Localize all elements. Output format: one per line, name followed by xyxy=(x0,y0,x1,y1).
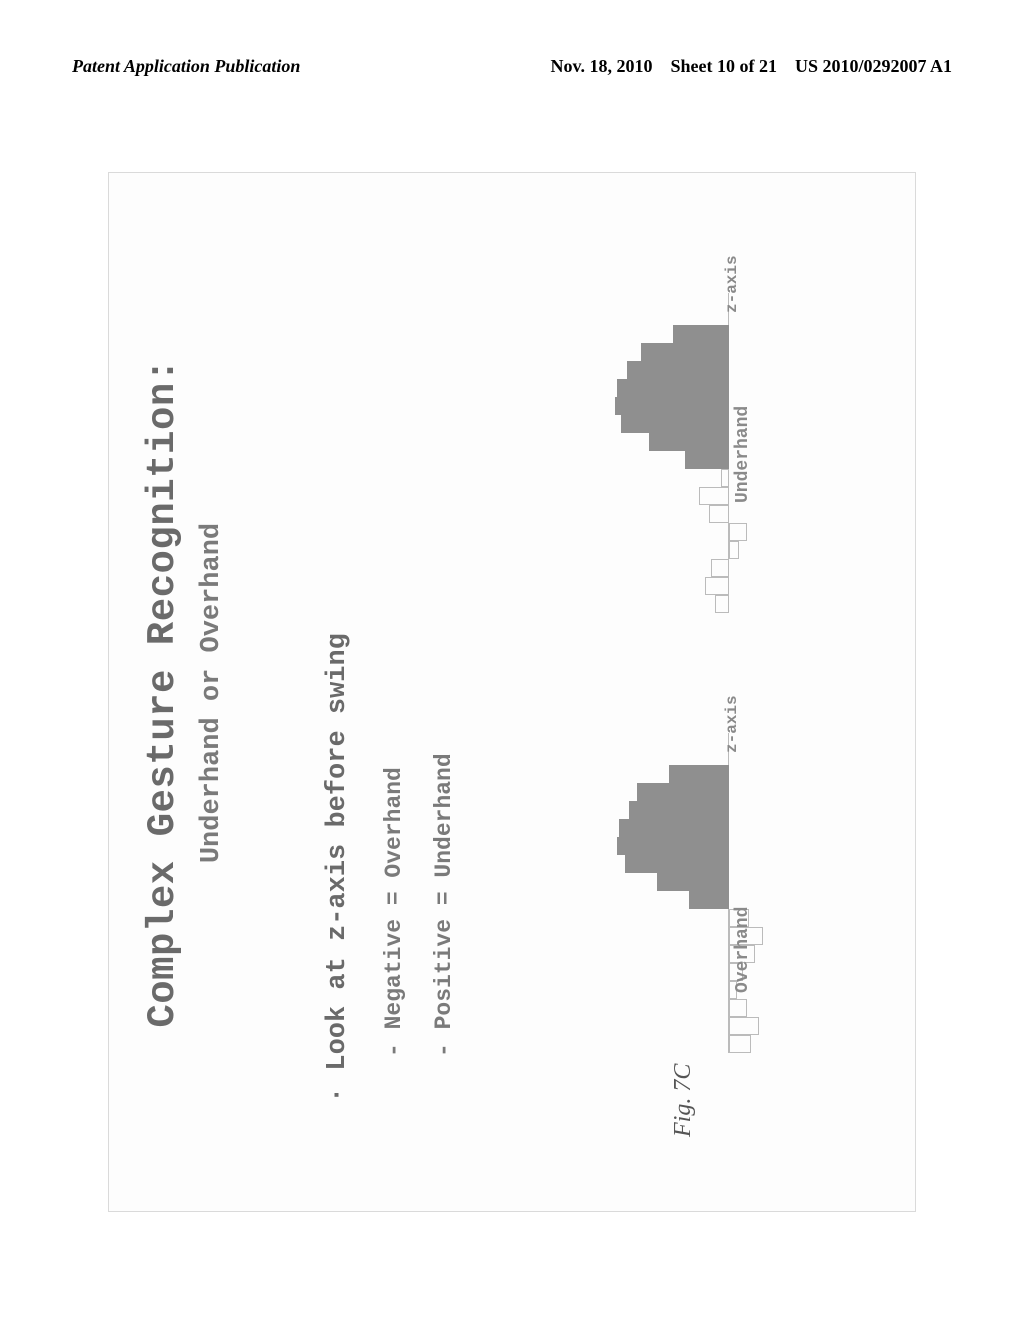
bar xyxy=(685,451,729,469)
bullet-list: · Look at z-axis before swing - Negative… xyxy=(323,173,457,1103)
slide-title: Complex Gesture Recognition: xyxy=(141,173,185,1213)
header-date: Nov. 18, 2010 xyxy=(550,56,652,76)
rotated-content: Complex Gesture Recognition: Underhand o… xyxy=(109,173,917,1213)
page-header: Patent Application Publication Nov. 18, … xyxy=(0,56,1024,77)
bar xyxy=(657,873,729,891)
slide-box: Complex Gesture Recognition: Underhand o… xyxy=(108,172,916,1212)
chart-underhand: Underhand z-axis xyxy=(609,193,839,613)
bar xyxy=(615,397,729,415)
header-right: Nov. 18, 2010 Sheet 10 of 21 US 2010/029… xyxy=(550,56,952,77)
bar xyxy=(617,379,729,397)
bar xyxy=(627,361,729,379)
bar xyxy=(689,891,729,909)
bar xyxy=(721,469,729,487)
bullet-main: · Look at z-axis before swing xyxy=(323,173,353,1103)
bar xyxy=(641,343,729,361)
page: Patent Application Publication Nov. 18, … xyxy=(0,0,1024,1320)
header-left: Patent Application Publication xyxy=(72,56,300,77)
slide-subtitle: Underhand or Overhand xyxy=(197,173,227,1213)
bar xyxy=(669,765,729,783)
axis-label-right: z-axis xyxy=(723,255,741,313)
rotated-wrap: Complex Gesture Recognition: Underhand o… xyxy=(109,173,917,1213)
bar xyxy=(711,559,729,577)
bar xyxy=(673,325,729,343)
bar xyxy=(705,577,729,595)
bar xyxy=(729,999,747,1017)
bar xyxy=(621,415,729,433)
bar xyxy=(729,541,739,559)
header-pubno: US 2010/0292007 A1 xyxy=(795,56,952,76)
bar xyxy=(625,855,729,873)
chart-overhand: Overhand z-axis xyxy=(609,633,839,1053)
header-sheet: Sheet 10 of 21 xyxy=(670,56,777,76)
bar xyxy=(649,433,729,451)
bar xyxy=(729,1017,759,1035)
bar xyxy=(619,819,729,837)
bar xyxy=(729,523,747,541)
charts-area: Overhand z-axis Underhand z-axis xyxy=(609,173,879,1213)
caption-overhand: Overhand xyxy=(733,907,753,993)
bar xyxy=(637,783,729,801)
caption-underhand: Underhand xyxy=(733,406,753,503)
bar xyxy=(617,837,729,855)
bullet-sub-2: - Positive = Underhand xyxy=(431,173,457,1057)
bar xyxy=(729,1035,751,1053)
bar xyxy=(715,595,729,613)
bullet-sub-1: - Negative = Overhand xyxy=(381,173,407,1057)
bar xyxy=(709,505,729,523)
bar xyxy=(629,801,729,819)
axis-label-left: z-axis xyxy=(723,695,741,753)
bar xyxy=(699,487,729,505)
